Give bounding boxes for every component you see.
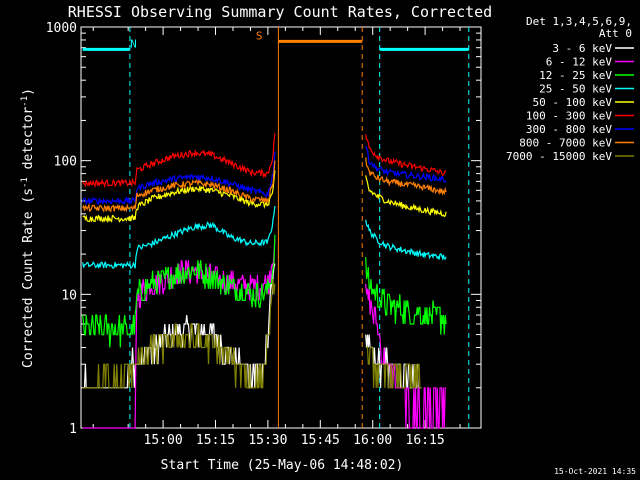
legend-label: 12 - 25 keV <box>539 69 612 82</box>
y-tick-label: 1000 <box>46 21 77 36</box>
state-label: S <box>256 29 263 42</box>
series-line <box>82 170 276 224</box>
legend-header-attenuator: Att 0 <box>599 27 632 40</box>
series-line <box>365 145 447 183</box>
x-tick-label: 15:45 <box>301 433 340 448</box>
legend-label: 25 - 50 keV <box>539 83 612 96</box>
plot-frame <box>80 26 482 429</box>
series-line <box>365 257 447 335</box>
x-tick-label: 15:00 <box>144 433 183 448</box>
series-line <box>365 157 447 196</box>
x-tick-label: 15:15 <box>196 433 235 448</box>
series-line <box>365 134 447 177</box>
x-tick-label: 15:30 <box>248 433 287 448</box>
series-lines <box>82 133 447 429</box>
series-line <box>82 279 276 389</box>
series-line <box>82 234 276 348</box>
y-tick-label: 1 <box>69 422 77 437</box>
legend-header-detectors: Det 1,3,4,5,6,9, <box>526 15 632 28</box>
x-axis-label: Start Time (25-May-06 14:48:02) <box>161 458 404 473</box>
series-line <box>365 283 447 429</box>
series-line <box>82 151 276 206</box>
series-line <box>365 346 422 389</box>
series-line <box>82 133 276 189</box>
legend-label: 100 - 300 keV <box>526 110 612 123</box>
x-tick-label: 16:15 <box>406 433 445 448</box>
series-line <box>365 175 447 218</box>
series-line <box>82 205 276 270</box>
chart-title: RHESSI Observing Summary Count Rates, Co… <box>68 3 492 21</box>
x-tick-label: 16:00 <box>353 433 392 448</box>
legend-label: 50 - 100 keV <box>533 96 613 109</box>
legend-label: 7000 - 15000 keV <box>506 150 612 163</box>
series-line <box>365 219 447 261</box>
y-tick-label: 10 <box>61 288 77 303</box>
series-line <box>82 160 276 213</box>
axis-ticks: 15:00 15:15 15:30 15:45 16:00 16:15 1 10 100 1000 <box>46 21 481 448</box>
legend-label: 6 - 12 keV <box>546 56 613 69</box>
series-line <box>82 238 276 429</box>
y-axis-label: Corrected Count Rate (s-1 detector-1) <box>20 88 36 368</box>
y-tick-label: 100 <box>54 155 77 170</box>
legend-label: 800 - 7000 keV <box>519 137 612 150</box>
footer-timestamp: 15-Oct-2021 14:35 <box>554 467 636 476</box>
legend-label: 300 - 800 keV <box>526 123 612 136</box>
state-label: N <box>130 37 137 50</box>
legend-label: 3 - 6 keV <box>552 42 612 55</box>
